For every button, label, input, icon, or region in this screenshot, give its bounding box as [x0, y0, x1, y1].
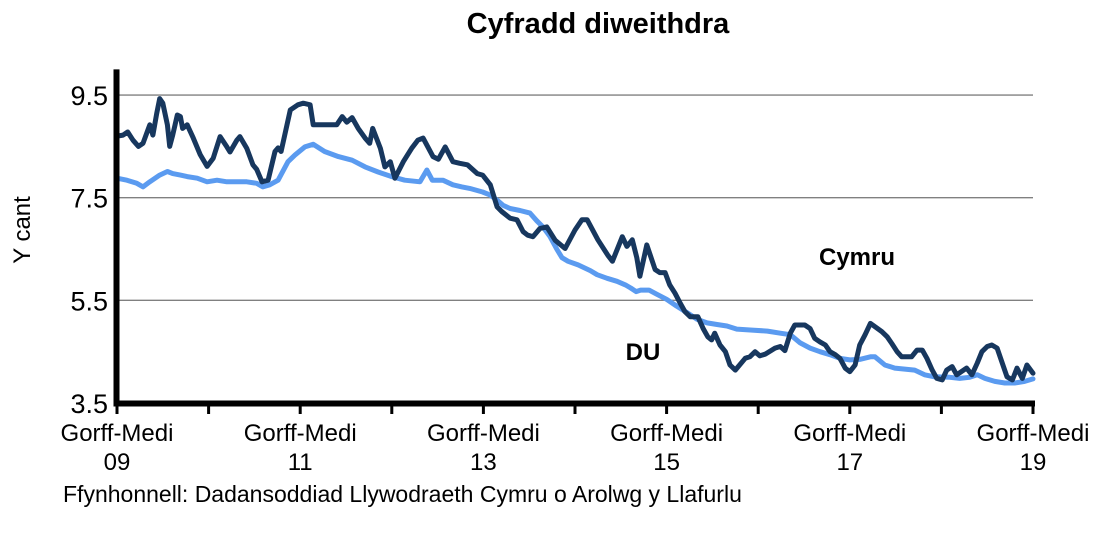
y-tick-label: 9.5: [70, 81, 108, 111]
x-tick-label-year: 11: [288, 449, 313, 476]
series-inline-labels: Cymru DU: [626, 244, 895, 366]
y-axis-tick-labels: 9.5 7.5 5.5 3.5: [70, 81, 108, 419]
du-line: [114, 141, 1036, 386]
y-tick-label: 7.5: [70, 184, 108, 214]
x-tick-label-year: 13: [470, 449, 497, 476]
series-label-cymru: Cymru: [819, 244, 895, 271]
x-axis-tick-labels: Gorff-Medi09Gorff-Medi11Gorff-Medi13Gorf…: [61, 420, 1090, 476]
gridlines: [117, 94, 1033, 302]
x-tick-label-year: 15: [653, 449, 680, 476]
x-tick-label-period: Gorff-Medi: [977, 420, 1090, 447]
x-tick-label-year: 19: [1020, 449, 1047, 476]
x-tick-label-year: 17: [836, 449, 863, 476]
source-note: Ffynhonnell: Dadansoddiad Llywodraeth Cy…: [63, 481, 742, 507]
x-tick-label-period: Gorff-Medi: [244, 420, 357, 447]
data-series: [114, 96, 1036, 386]
axes: [113, 69, 1035, 414]
x-tick-label-year: 09: [104, 449, 131, 476]
y-tick-label: 3.5: [70, 389, 108, 419]
x-tick-label-period: Gorff-Medi: [793, 420, 906, 447]
y-axis-title: Y cant: [9, 196, 36, 264]
x-tick-label-period: Gorff-Medi: [610, 420, 723, 447]
x-tick-label-period: Gorff-Medi: [61, 420, 174, 447]
y-tick-label: 5.5: [70, 286, 108, 316]
cymru-line: [114, 96, 1036, 383]
chart-title: Cyfradd diweithdra: [467, 8, 731, 40]
x-tick-label-period: Gorff-Medi: [427, 420, 540, 447]
series-label-du: DU: [626, 339, 661, 366]
